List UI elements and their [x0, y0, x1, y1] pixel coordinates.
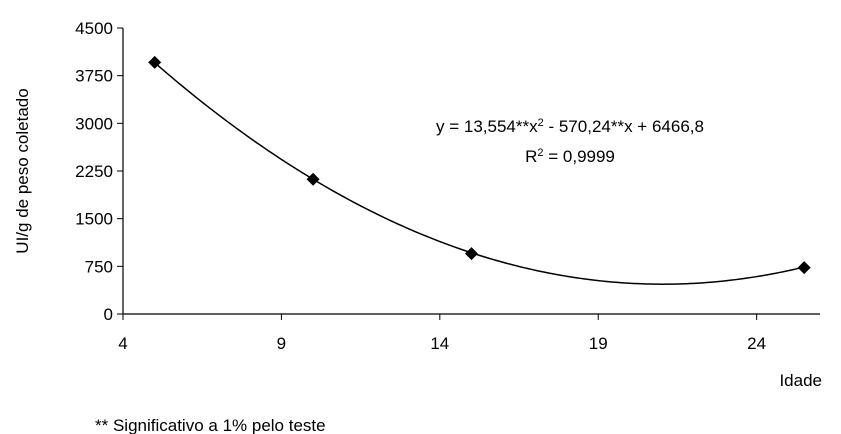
r-squared-suffix: = 0,9999 — [544, 147, 615, 166]
r-squared: R2 = 0,9999 — [525, 147, 615, 166]
regression-equation-exponent: 2 — [538, 117, 544, 129]
trendline — [154, 62, 805, 285]
y-tick-label: 2250 — [75, 162, 113, 181]
plot-area: 0 750 1500 2250 3000 3750 4500 4 9 14 19 24 — [75, 19, 820, 353]
regression-equation-prefix: y = 13,554**x — [436, 117, 538, 136]
regression-equation-suffix: - 570,24**x + 6466,8 — [544, 117, 704, 136]
y-tick-label: 1500 — [75, 210, 113, 229]
y-tick-label: 0 — [104, 305, 113, 324]
y-tick-label: 3000 — [75, 114, 113, 133]
x-tick-label: 4 — [118, 334, 127, 353]
data-point — [148, 55, 162, 69]
data-points — [148, 55, 811, 275]
data-point — [797, 261, 811, 275]
x-axis-title: Idade — [779, 371, 822, 390]
footnote: ** Significativo a 1% pelo teste — [95, 416, 326, 434]
y-axis-title: UI/g de peso coletado — [13, 88, 32, 253]
data-point — [465, 247, 478, 261]
r-squared-prefix: R — [525, 147, 537, 166]
x-ticks: 4 9 14 19 24 — [118, 314, 766, 353]
regression-equation: y = 13,554**x2 - 570,24**x + 6466,8 — [436, 117, 704, 136]
data-point — [306, 172, 320, 186]
x-tick-label: 14 — [430, 334, 449, 353]
y-ticks: 0 750 1500 2250 3000 3750 4500 — [75, 19, 123, 324]
y-tick-label: 3750 — [75, 67, 113, 86]
r-squared-exponent: 2 — [537, 147, 543, 159]
x-tick-label: 24 — [747, 334, 766, 353]
x-tick-label: 9 — [277, 334, 286, 353]
y-tick-label: 4500 — [75, 19, 113, 38]
x-tick-label: 19 — [589, 334, 608, 353]
y-tick-label: 750 — [85, 257, 113, 276]
